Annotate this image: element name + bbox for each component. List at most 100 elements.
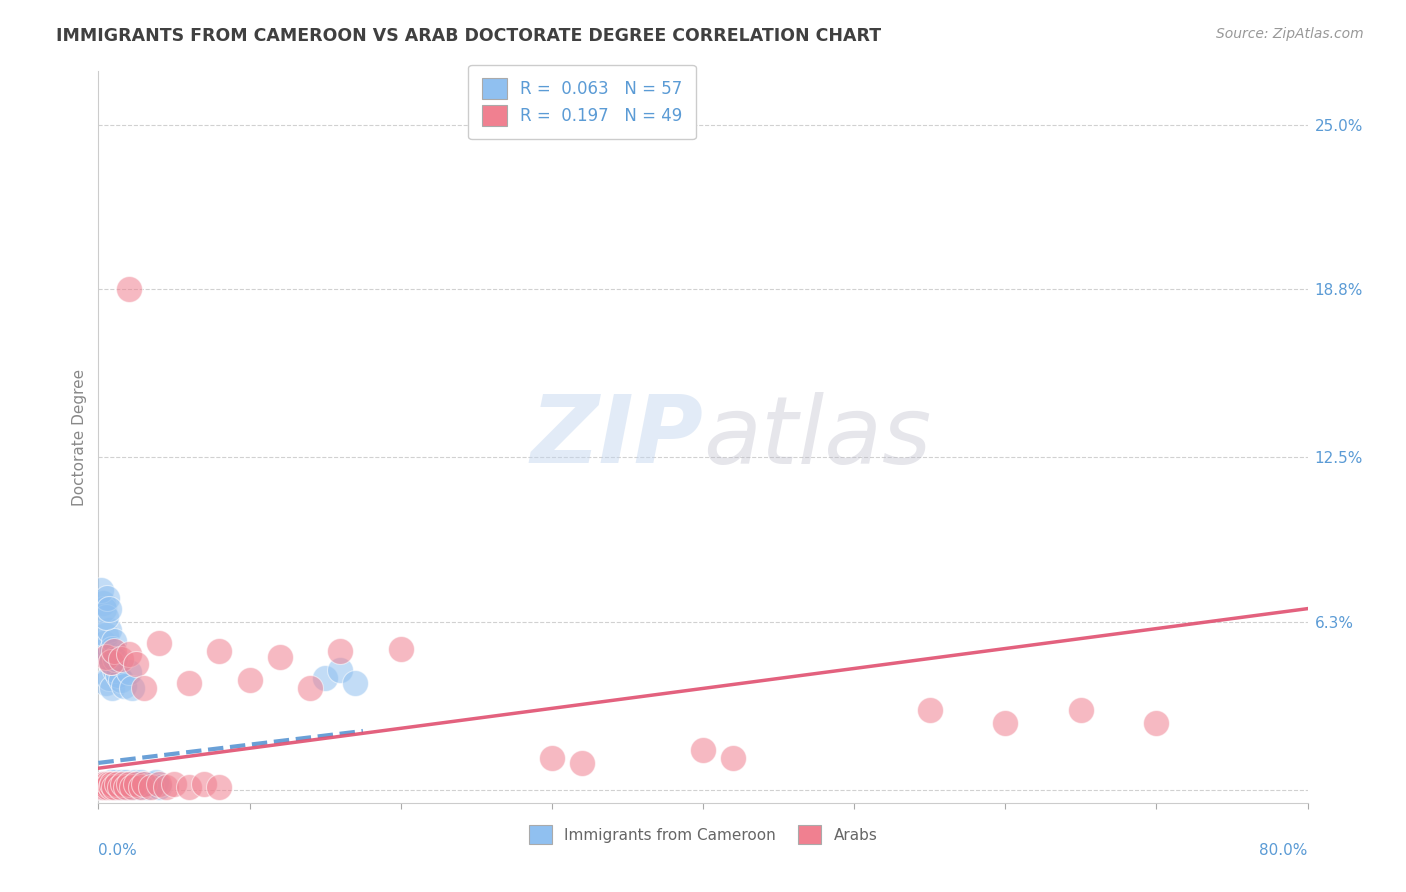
Point <box>98 601 121 615</box>
Point <box>90 780 112 794</box>
Point <box>141 777 163 791</box>
Point <box>101 777 124 791</box>
Point <box>94 649 117 664</box>
Point <box>329 663 352 677</box>
Point <box>101 641 124 656</box>
Point <box>103 644 125 658</box>
Point <box>103 780 125 794</box>
Point <box>91 777 114 791</box>
Text: IMMIGRANTS FROM CAMEROON VS ARAB DOCTORATE DEGREE CORRELATION CHART: IMMIGRANTS FROM CAMEROON VS ARAB DOCTORA… <box>56 27 882 45</box>
Point <box>103 633 125 648</box>
Point <box>105 777 128 791</box>
Point <box>108 777 131 791</box>
Point <box>105 777 128 791</box>
Text: Source: ZipAtlas.com: Source: ZipAtlas.com <box>1216 27 1364 41</box>
Point <box>114 780 136 794</box>
Point <box>91 596 114 610</box>
Point <box>104 663 127 677</box>
Point <box>208 644 231 658</box>
Point <box>692 742 714 756</box>
Point <box>141 780 163 794</box>
Point <box>314 671 336 685</box>
Point <box>145 774 167 789</box>
Point <box>132 777 155 791</box>
Point <box>329 644 352 658</box>
Point <box>101 681 124 696</box>
Point <box>103 780 125 794</box>
Point <box>121 780 143 794</box>
Point <box>96 780 118 794</box>
Point <box>135 780 157 794</box>
Point <box>93 780 115 794</box>
Point <box>918 703 941 717</box>
Y-axis label: Doctorate Degree: Doctorate Degree <box>72 368 87 506</box>
Point <box>98 671 121 685</box>
Point <box>193 777 215 791</box>
Point <box>98 623 121 637</box>
Point <box>1070 703 1092 717</box>
Point <box>110 652 132 666</box>
Point <box>90 582 112 597</box>
Point <box>269 649 291 664</box>
Point <box>994 716 1017 731</box>
Point <box>125 777 148 791</box>
Point <box>98 777 121 791</box>
Point <box>111 777 134 791</box>
Point <box>98 777 121 791</box>
Point <box>104 774 127 789</box>
Point <box>93 601 115 615</box>
Point <box>121 780 143 794</box>
Point <box>114 774 136 789</box>
Point <box>100 780 122 794</box>
Point <box>571 756 593 770</box>
Point <box>1144 716 1167 731</box>
Point <box>540 750 562 764</box>
Point <box>118 665 141 680</box>
Point <box>94 628 117 642</box>
Point <box>107 780 129 794</box>
Point <box>101 777 124 791</box>
Point <box>96 780 118 794</box>
Point <box>208 780 231 794</box>
Point <box>129 780 152 794</box>
Point <box>104 652 127 666</box>
Text: ZIP: ZIP <box>530 391 703 483</box>
Point <box>128 780 150 794</box>
Point <box>100 774 122 789</box>
Point <box>94 777 117 791</box>
Point <box>94 676 117 690</box>
Point <box>108 780 131 794</box>
Point <box>94 609 117 624</box>
Point <box>344 676 367 690</box>
Point <box>111 780 134 794</box>
Point <box>96 649 118 664</box>
Point <box>107 668 129 682</box>
Point <box>110 673 132 688</box>
Point <box>112 679 135 693</box>
Point <box>93 636 115 650</box>
Point <box>299 681 322 696</box>
Text: 80.0%: 80.0% <box>1260 843 1308 858</box>
Text: atlas: atlas <box>703 392 931 483</box>
Point <box>118 777 141 791</box>
Point <box>96 591 118 605</box>
Point <box>118 647 141 661</box>
Point <box>163 777 186 791</box>
Point <box>91 777 114 791</box>
Point <box>100 655 122 669</box>
Point <box>93 780 115 794</box>
Text: 0.0%: 0.0% <box>98 843 138 858</box>
Point <box>148 636 170 650</box>
Point <box>179 676 201 690</box>
Point <box>118 283 141 297</box>
Point <box>124 774 146 789</box>
Point <box>91 644 114 658</box>
Point <box>94 777 117 791</box>
Point <box>100 655 122 669</box>
Point <box>148 777 170 791</box>
Point <box>389 641 412 656</box>
Point <box>129 774 152 789</box>
Point <box>115 780 138 794</box>
Point <box>239 673 262 688</box>
Point <box>118 777 141 791</box>
